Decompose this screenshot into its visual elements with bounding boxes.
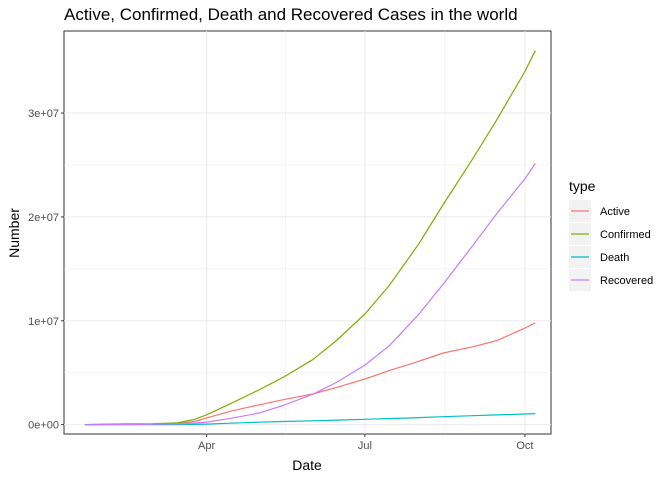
legend-label-death: Death — [600, 252, 629, 264]
series-line-confirmed — [84, 50, 536, 426]
y-tick-label: 1e+07 — [28, 316, 59, 328]
y-axis-title: Number — [6, 208, 22, 258]
x-tick-label: Oct — [516, 440, 533, 452]
x-tick-label: Jul — [358, 440, 372, 452]
x-axis-ticks: Apr Jul Oct — [198, 434, 533, 452]
x-tick-label: Apr — [198, 440, 215, 452]
series-lines — [84, 50, 536, 426]
x-axis-title: Date — [292, 457, 322, 473]
legend-label-recovered: Recovered — [600, 275, 653, 287]
series-line-death — [84, 413, 536, 426]
y-tick-label: 0e+00 — [28, 420, 59, 432]
y-tick-label: 3e+07 — [28, 108, 59, 120]
legend-title: type — [569, 178, 596, 194]
y-tick-label: 2e+07 — [28, 212, 59, 224]
legend-label-confirmed: Confirmed — [600, 229, 651, 241]
y-axis-ticks: 0e+00 1e+07 2e+07 3e+07 — [28, 108, 64, 432]
series-line-recovered — [84, 163, 536, 426]
chart-title: Active, Confirmed, Death and Recovered C… — [64, 5, 518, 24]
plot-panel — [63, 30, 552, 435]
legend: type Active Confirmed Death Recovered — [569, 178, 653, 291]
legend-label-active: Active — [600, 206, 630, 218]
